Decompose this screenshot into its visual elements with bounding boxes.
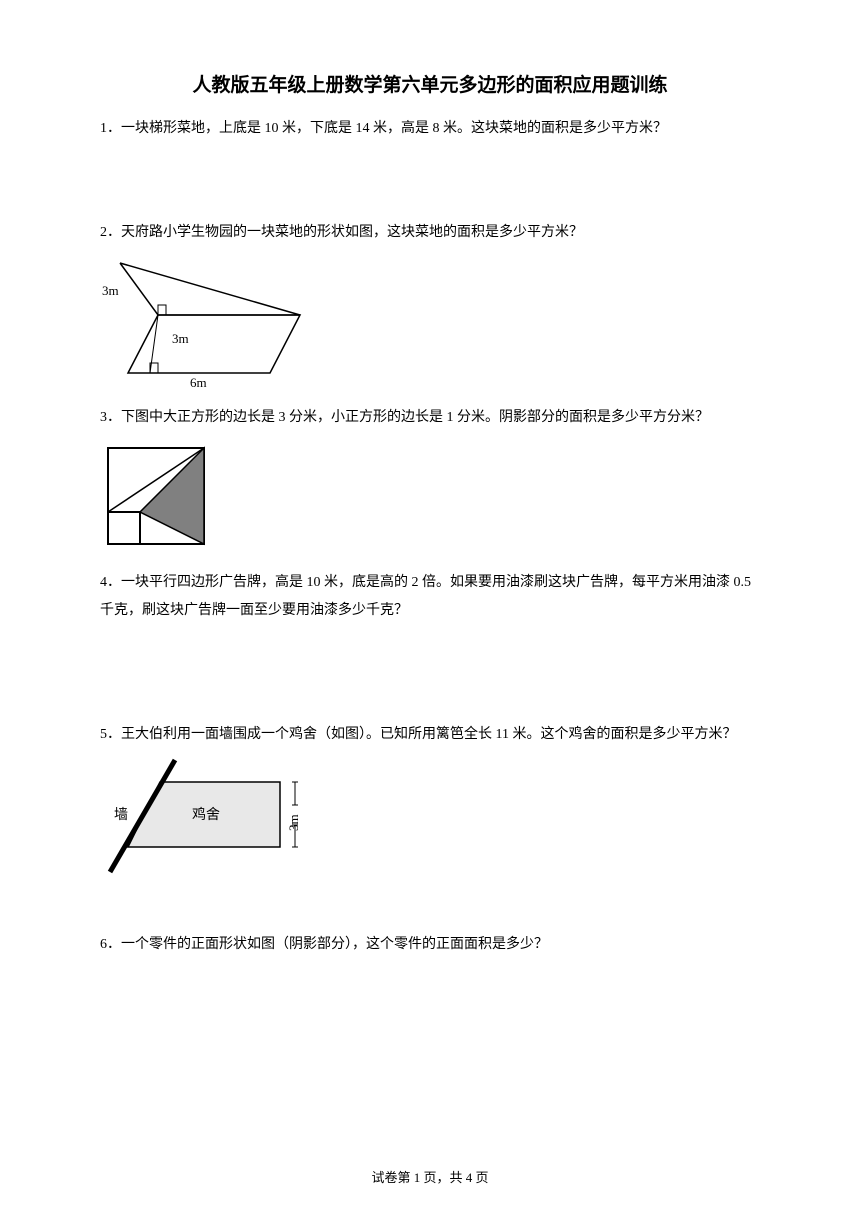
fig2-label-h1: 3m	[102, 283, 119, 298]
fig2-label-base: 6m	[190, 375, 207, 390]
question-3: 3．下图中大正方形的边长是 3 分米，小正方形的边长是 1 分米。阴影部分的面积…	[100, 404, 760, 432]
question-2: 2．天府路小学生物园的一块菜地的形状如图，这块菜地的面积是多少平方米？	[100, 219, 760, 247]
fig5-label-coop: 鸡舍	[192, 806, 220, 823]
fig5-label-wall: 墙	[114, 807, 128, 823]
fig2-label-h2: 3m	[172, 331, 189, 346]
question-5: 5．王大伯利用一面墙围成一个鸡舍（如图）。已知所用篱笆全长 11 米。这个鸡舍的…	[100, 721, 760, 749]
question-6: 6．一个零件的正面形状如图（阴影部分），这个零件的正面面积是多少？	[100, 931, 760, 959]
page-title: 人教版五年级上册数学第六单元多边形的面积应用题训练	[100, 70, 760, 97]
figure-2: 3m 3m 6m	[100, 255, 760, 390]
question-4: 4．一块平行四边形广告牌，高是 10 米，底是高的 2 倍。如果要用油漆刷这块广…	[100, 569, 760, 625]
figure-5: 墙 鸡舍 3m	[100, 757, 760, 877]
figure-3	[100, 440, 760, 555]
fig5-label-height: 3m	[286, 814, 301, 831]
page-footer: 试卷第 1 页，共 4 页	[0, 1167, 860, 1186]
question-1: 1．一块梯形菜地，上底是 10 米，下底是 14 米，高是 8 米。这块菜地的面…	[100, 115, 760, 143]
